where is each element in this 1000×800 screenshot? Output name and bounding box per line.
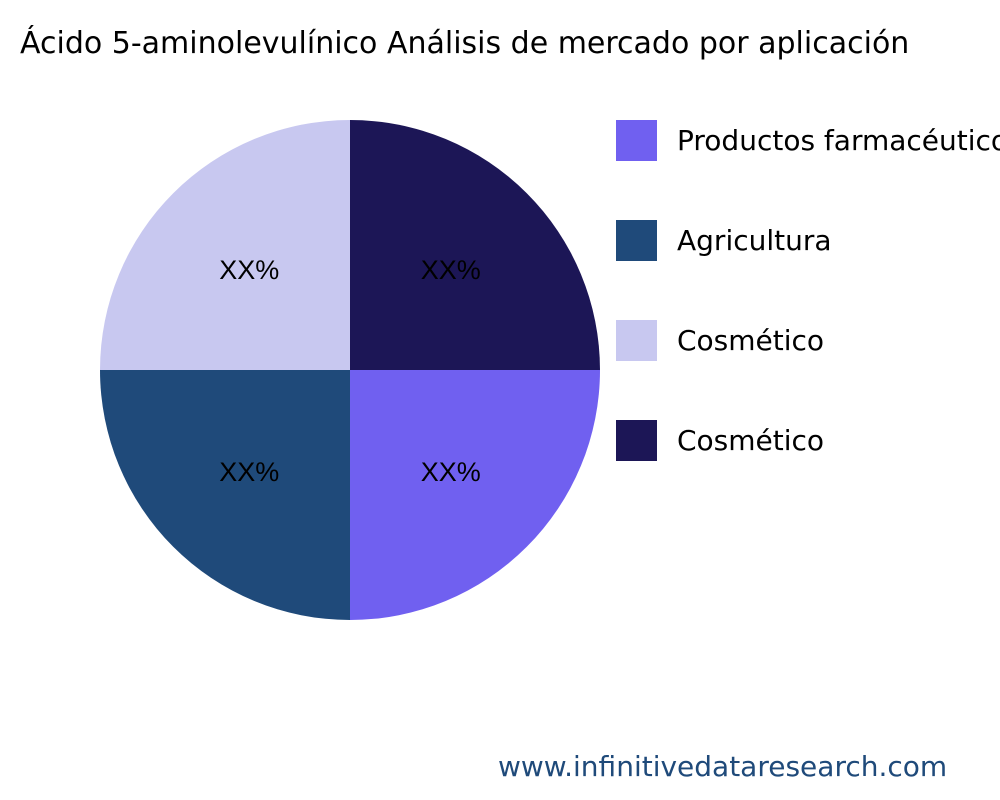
slice-label: XX%	[421, 255, 481, 285]
chart-title: Ácido 5-aminolevulínico Análisis de merc…	[20, 26, 910, 61]
legend-label: Cosmético	[677, 324, 825, 357]
legend-label: Cosmético	[677, 424, 825, 457]
legend-item: Agricultura	[616, 220, 832, 261]
pie-slice	[350, 370, 600, 620]
legend-item: Productos farmacéuticos	[616, 120, 1000, 161]
legend-swatch	[616, 320, 657, 361]
pie-slice	[100, 120, 350, 370]
pie-slice	[100, 370, 350, 620]
legend-swatch	[616, 220, 657, 261]
legend-item: Cosmético	[616, 420, 824, 461]
pie-slice	[350, 120, 600, 370]
slice-label: XX%	[219, 457, 279, 487]
legend-label: Productos farmacéuticos	[677, 124, 1000, 157]
website-footer: www.infinitivedataresearch.com	[498, 750, 948, 783]
legend-label: Agricultura	[677, 224, 832, 257]
slice-label: XX%	[421, 457, 481, 487]
legend-swatch	[616, 120, 657, 161]
slice-label: XX%	[219, 255, 279, 285]
legend-swatch	[616, 420, 657, 461]
legend-item: Cosmético	[616, 320, 824, 361]
